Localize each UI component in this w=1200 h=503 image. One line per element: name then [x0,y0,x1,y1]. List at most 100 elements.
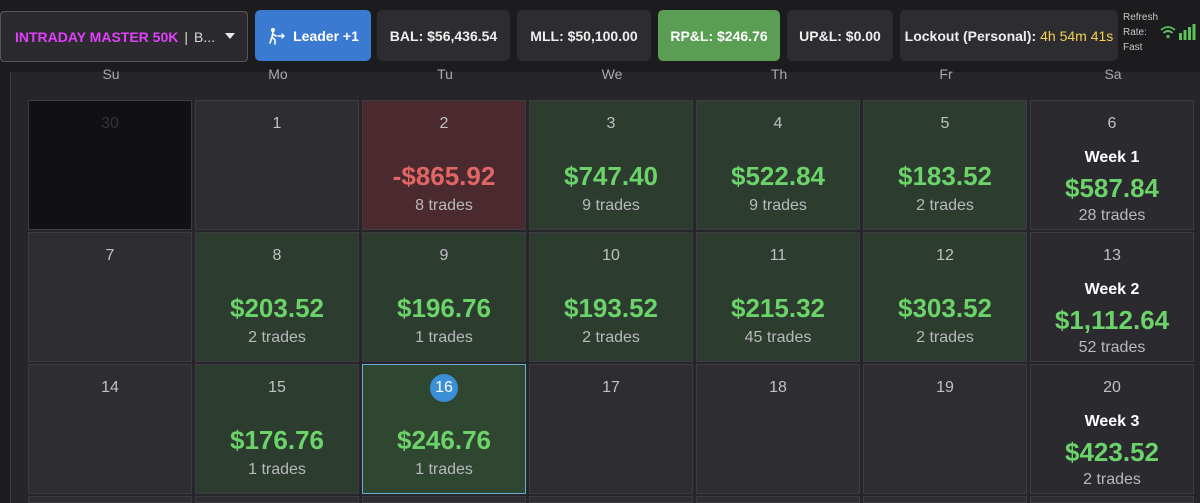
week-label: Week 1 [1084,149,1140,166]
day-number: 13 [1103,247,1121,264]
balance-badge: BAL: $56,436.54 [377,10,510,61]
day-pnl: $183.52 [898,161,992,191]
day-number: 17 [602,379,620,396]
mll-label: MLL: $50,100.00 [530,27,638,44]
week-trade-count: 52 trades [1078,339,1146,356]
weekday-label: Mo [268,66,288,82]
day-cell[interactable]: 12 $303.52 2 trades [863,232,1027,362]
day-cell[interactable]: 11 $215.32 45 trades [696,232,860,362]
day-trade-count: 9 trades [749,197,807,214]
day-cell[interactable]: 2 -$865.92 8 trades [362,100,526,230]
refresh-line: Refresh [1123,12,1159,23]
day-trade-count: 2 trades [916,197,974,214]
day-pnl: -$865.92 [392,161,496,191]
day-pnl: $193.52 [564,293,658,323]
week-label: Week 3 [1084,413,1140,430]
day-pnl: $747.40 [564,161,658,191]
day-number: 1 [272,115,282,132]
unrealized-pnl-badge: UP&L: $0.00 [787,10,893,61]
day-cell[interactable]: 4 $522.84 9 trades [696,100,860,230]
week-trade-count: 28 trades [1078,207,1146,224]
chevron-down-icon [225,33,235,39]
day-number: 4 [773,115,783,132]
weekday-label: We [601,66,623,82]
day-cell[interactable]: 7 [28,232,192,362]
day-number: 15 [268,379,286,396]
day-pnl: $215.32 [731,293,825,323]
realized-pnl-badge: RP&L: $246.76 [658,10,780,61]
mll-badge: MLL: $50,100.00 [517,10,651,61]
week-summary-cell[interactable]: 6 Week 1 $587.84 28 trades [1030,100,1194,230]
leader-button[interactable]: Leader +1 [255,10,371,61]
day-trade-count: 1 trades [415,461,473,478]
day-number: 10 [602,247,620,264]
day-cell[interactable] [28,496,192,503]
day-cell[interactable]: 9 $196.76 1 trades [362,232,526,362]
day-cell[interactable]: 1 [195,100,359,230]
account-select[interactable]: INTRADAY MASTER 50K | B... [0,11,248,62]
day-cell[interactable]: 5 $183.52 2 trades [863,100,1027,230]
lockout-badge: Lockout (Personal): 4h 54m 41s [900,10,1118,61]
day-number: 2 [439,115,449,132]
refresh-line: Fast [1123,42,1143,53]
day-number: 20 [1103,379,1121,396]
day-trade-count: 1 trades [415,329,473,346]
day-cell[interactable] [696,496,860,503]
day-cell[interactable]: 17 [529,364,693,494]
wifi-icon [1160,26,1176,39]
account-separator: | [184,28,189,45]
day-cell[interactable] [195,496,359,503]
refresh-rate[interactable]: Refresh Rate: Fast [1123,10,1158,55]
day-cell[interactable]: 30 [28,100,192,230]
day-cell[interactable]: 8 $203.52 2 trades [195,232,359,362]
day-cell[interactable]: 16 $246.76 1 trades [362,364,526,494]
week-pnl: $423.52 [1065,437,1159,467]
refresh-line: Rate: [1123,27,1147,38]
day-number: 30 [101,115,119,132]
day-cell[interactable] [1030,496,1194,503]
day-pnl: $196.76 [397,293,491,323]
week-summary-cell[interactable]: 20 Week 3 $423.52 2 trades [1030,364,1194,494]
lockout-timer: 4h 54m 41s [1040,27,1114,44]
day-cell[interactable]: 15 $176.76 1 trades [195,364,359,494]
day-cell[interactable] [529,496,693,503]
day-number: 18 [769,379,787,396]
day-pnl: $203.52 [230,293,324,323]
weekday-label: Su [102,66,120,82]
day-cell[interactable]: 14 [28,364,192,494]
account-name: INTRADAY MASTER 50K [15,28,179,45]
day-trade-count: 9 trades [582,197,640,214]
today-badge: 16 [430,374,458,402]
day-pnl: $303.52 [898,293,992,323]
upl-label: UP&L: $0.00 [799,27,881,44]
signal-bars-icon [1179,24,1196,40]
rpl-label: RP&L: $246.76 [670,27,768,44]
day-cell[interactable]: 3 $747.40 9 trades [529,100,693,230]
lockout-label: Lockout (Personal): [904,27,1037,44]
day-number: 11 [769,247,787,264]
day-number: 12 [936,247,954,264]
runner-arrow-icon [269,27,286,45]
balance-label: BAL: $56,436.54 [389,27,498,44]
day-cell[interactable]: 10 $193.52 2 trades [529,232,693,362]
week-pnl: $587.84 [1065,173,1159,203]
day-number: 5 [940,115,950,132]
weekday-label: Fr [939,66,953,82]
day-cell[interactable]: 18 [696,364,860,494]
week-pnl: $1,112.64 [1054,305,1170,335]
day-number: 8 [272,247,282,264]
day-cell[interactable] [362,496,526,503]
day-number: 3 [606,115,616,132]
week-trade-count: 2 trades [1083,471,1141,488]
day-number: 7 [105,247,115,264]
top-toolbar: INTRADAY MASTER 50K | B... Leader +1 BAL… [0,0,1200,72]
leader-label: Leader +1 [293,27,359,44]
day-cell[interactable]: 19 [863,364,1027,494]
day-pnl: $246.76 [397,425,491,455]
week-summary-cell[interactable]: 13 Week 2 $1,112.64 52 trades [1030,232,1194,362]
day-cell[interactable] [863,496,1027,503]
day-number: 9 [439,247,449,264]
week-label: Week 2 [1084,281,1140,298]
day-trade-count: 45 trades [744,329,812,346]
day-number: 6 [1107,115,1117,132]
